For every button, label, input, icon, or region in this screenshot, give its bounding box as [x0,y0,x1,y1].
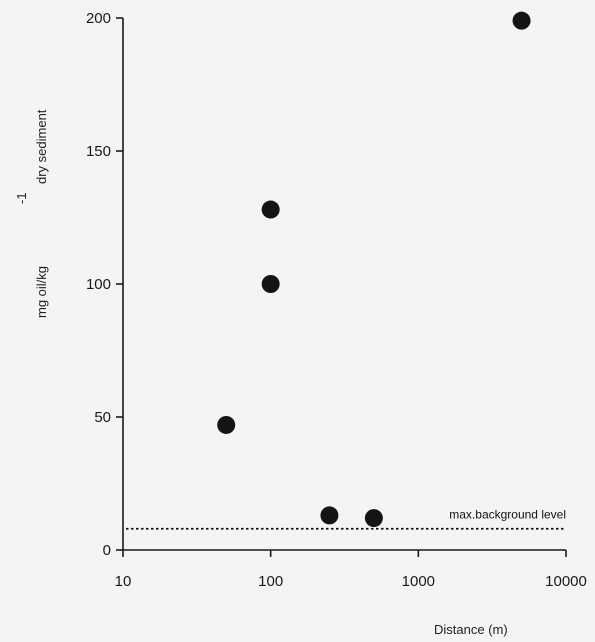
data-point [261,200,280,219]
y-tick-label: 150 [86,143,111,160]
background-level-group: max.background level [126,508,566,530]
data-points [217,11,531,528]
axes [122,18,566,551]
x-tick-label: 1000 [402,573,435,590]
y-axis-title: mg oil/kg -1 dry sediment [14,109,49,318]
x-tick-label: 100 [258,573,283,590]
y-ticks: 0 50 100 150 200 [86,10,123,559]
y-axis-title-main: mg oil/kg [34,266,49,318]
y-tick-label: 100 [86,276,111,293]
data-point [217,415,236,434]
y-axis-title-suffix: dry sediment [34,109,49,184]
data-point [512,11,531,30]
x-axis-title: Distance (m) [434,622,508,637]
x-tick-label: 10000 [545,573,587,590]
y-tick-label: 200 [86,10,111,27]
data-point [261,275,280,293]
y-tick-label: 50 [94,409,111,426]
y-tick-label: 0 [103,542,111,559]
y-axis-title-superscript: -1 [14,192,29,204]
x-tick-label: 10 [115,573,132,590]
data-point [364,509,383,528]
background-level-label: max.background level [449,508,566,522]
x-ticks: 10 100 1000 10000 [115,550,587,590]
data-point [320,506,339,525]
